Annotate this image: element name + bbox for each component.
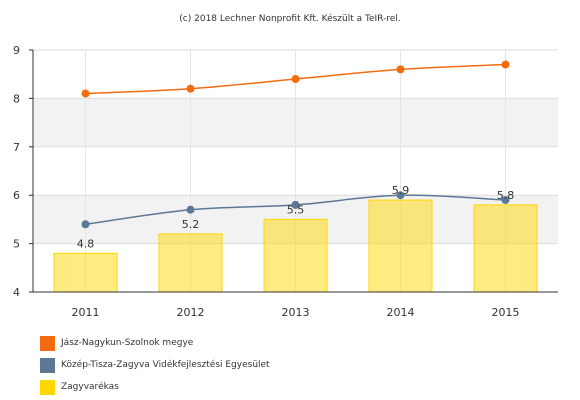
y-tick-label: 9 [13,44,20,57]
axes [29,49,558,293]
bar-data-label: 5.8 [497,189,515,202]
bar [473,204,538,293]
bar [53,252,118,293]
bar [158,233,223,293]
series-point-1 [291,200,300,209]
bar-data-label: 5.9 [392,184,410,197]
legend: Jász-Nagykun-Szolnok megye Közép-Tisza-Za… [40,333,270,399]
legend-item[interactable]: Közép-Tisza-Zagyva Vidékfejlesztési Egye… [40,355,270,375]
copyright-text: (c) 2018 Lechner Nonprofit Kft. Készült … [179,14,401,24]
legend-label: Közép-Tisza-Zagyva Vidékfejlesztési Egye… [61,360,270,370]
legend-item[interactable]: Jász-Nagykun-Szolnok megye [40,333,270,353]
y-tick-label: 6 [13,189,20,202]
series-point-1 [81,220,90,229]
bar-data-labels: 4.8 5.2 5.5 5.9 5.8 [77,184,515,250]
x-tick-label: 2014 [387,306,415,319]
y-tick-label: 7 [13,141,20,154]
legend-swatch [40,357,55,373]
x-tick-label: 2013 [282,306,310,319]
y-tick-label: 8 [13,92,20,105]
series-point-0 [501,60,510,69]
series-point-0 [291,75,300,84]
x-tick-label: 2015 [492,306,520,319]
bar [368,199,433,293]
series-point-0 [186,84,195,93]
bar [263,218,328,293]
legend-swatch [40,379,55,395]
x-axis-tick-labels: 2011 2012 2013 2014 2015 [72,306,520,319]
x-tick-label: 2012 [177,306,205,319]
series-point-1 [396,191,405,200]
y-tick-label: 4 [13,286,20,299]
legend-swatch [40,335,55,351]
legend-label: Zagyvarékas [61,382,119,392]
legend-label: Jász-Nagykun-Szolnok megye [61,338,194,348]
bar-data-label: 4.8 [77,237,95,250]
x-tick-label: 2011 [72,306,100,319]
series-point-0 [396,65,405,74]
legend-item[interactable]: Zagyvarékas [40,377,270,397]
series-point-0 [81,89,90,98]
bar-data-label: 5.5 [287,203,305,216]
y-axis-tick-labels: 4 5 6 7 8 9 [13,44,20,299]
series-point-1 [186,205,195,214]
y-tick-label: 5 [13,238,20,251]
line-points-group [81,60,510,229]
series-point-1 [501,196,510,205]
bar-data-label: 5.2 [182,218,200,231]
